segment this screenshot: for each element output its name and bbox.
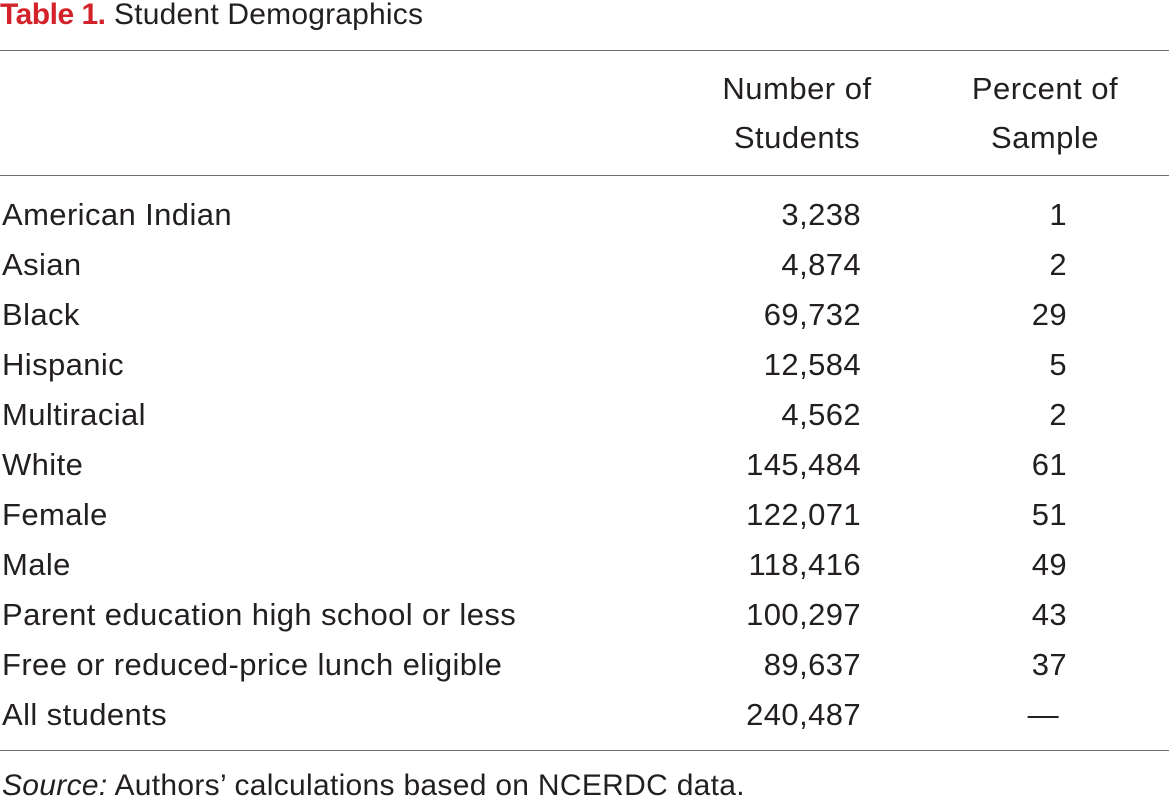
- row-number-of-students: 145,484: [746, 447, 861, 482]
- row-percent-of-sample: 2: [1049, 397, 1067, 432]
- column-header-percent-line2: Sample: [990, 120, 1100, 155]
- row-label: Free or reduced-price lunch eligible: [2, 647, 503, 682]
- column-header-percent-of-sample: Percent of Sample: [935, 64, 1155, 162]
- row-label: White: [2, 447, 84, 482]
- table-row: Asian 4,874 2: [0, 240, 1169, 290]
- table-title: Student Demographics: [114, 0, 424, 31]
- source-prefix: Source:: [2, 769, 108, 802]
- source-text: Authors’ calculations based on NCERDC da…: [107, 769, 745, 802]
- row-label: Asian: [2, 247, 82, 282]
- row-label: Parent education high school or less: [2, 597, 517, 632]
- row-percent-of-sample: 61: [1031, 447, 1067, 482]
- row-percent-of-sample: 37: [1031, 647, 1067, 682]
- row-percent-of-sample: —: [1027, 697, 1059, 732]
- row-number-of-students: 4,562: [781, 397, 861, 432]
- row-percent-of-sample: 49: [1031, 547, 1067, 582]
- row-percent-of-sample: 5: [1049, 347, 1067, 382]
- column-header-number-line2: Students: [733, 120, 861, 155]
- table-row: Male 118,416 49: [0, 540, 1169, 590]
- row-label: Black: [2, 297, 80, 332]
- table-row: Female 122,071 51: [0, 490, 1169, 540]
- table-body: American Indian 3,238 1 Asian 4,874 2 Bl…: [0, 190, 1169, 740]
- row-label: Male: [2, 547, 71, 582]
- row-number-of-students: 100,297: [746, 597, 861, 632]
- table-source-note: Source: Authors’ calculations based on N…: [2, 766, 745, 806]
- row-percent-of-sample: 2: [1049, 247, 1067, 282]
- row-number-of-students: 4,874: [781, 247, 861, 282]
- row-label: American Indian: [2, 197, 233, 232]
- column-header-percent-line1: Percent of: [971, 71, 1119, 106]
- table-caption: Table 1. Student Demographics: [0, 0, 423, 34]
- row-label: Female: [2, 497, 108, 532]
- row-label: Hispanic: [2, 347, 125, 382]
- top-rule: [0, 50, 1169, 51]
- table-row: Multiracial 4,562 2: [0, 390, 1169, 440]
- column-header-number-line1: Number of: [722, 71, 872, 106]
- row-number-of-students: 12,584: [763, 347, 861, 382]
- row-percent-of-sample: 29: [1031, 297, 1067, 332]
- row-number-of-students: 89,637: [763, 647, 861, 682]
- row-number-of-students: 118,416: [748, 547, 861, 582]
- row-number-of-students: 69,732: [763, 297, 861, 332]
- row-number-of-students: 240,487: [746, 697, 861, 732]
- table-row-total: All students 240,487 —: [0, 690, 1169, 740]
- table-row: White 145,484 61: [0, 440, 1169, 490]
- header-rule: [0, 175, 1169, 176]
- row-label: Multiracial: [2, 397, 146, 432]
- row-percent-of-sample: 43: [1031, 597, 1067, 632]
- table-row: American Indian 3,238 1: [0, 190, 1169, 240]
- row-percent-of-sample: 1: [1049, 197, 1067, 232]
- column-header-number-of-students: Number of Students: [686, 64, 908, 162]
- row-number-of-students: 3,238: [781, 197, 861, 232]
- row-label: All students: [2, 697, 168, 732]
- table-row: Hispanic 12,584 5: [0, 340, 1169, 390]
- bottom-rule: [0, 750, 1169, 751]
- row-percent-of-sample: 51: [1031, 497, 1067, 532]
- table-row: Black 69,732 29: [0, 290, 1169, 340]
- table-row: Parent education high school or less 100…: [0, 590, 1169, 640]
- table-number-label: Table 1.: [0, 0, 106, 31]
- row-number-of-students: 122,071: [746, 497, 861, 532]
- table-row: Free or reduced-price lunch eligible 89,…: [0, 640, 1169, 690]
